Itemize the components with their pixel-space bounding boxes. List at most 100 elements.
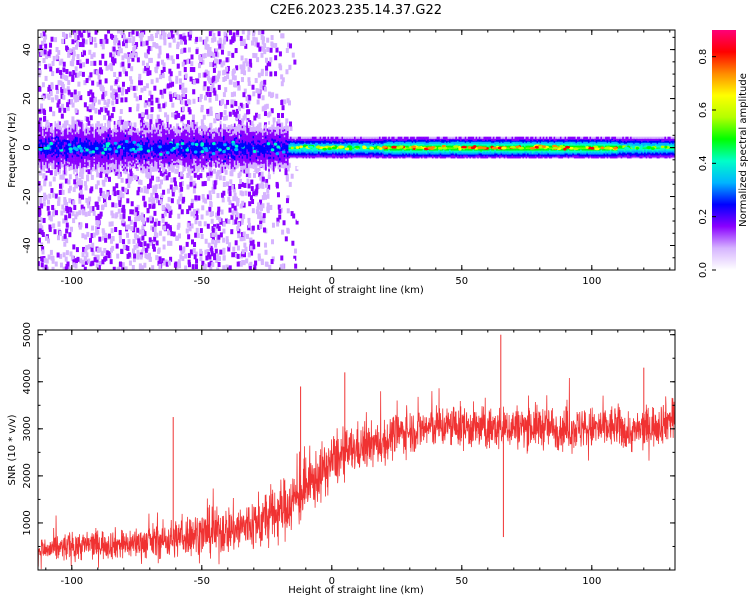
spectrogram-cell: [179, 147, 181, 151]
spectrogram-cell: [212, 134, 214, 138]
spectrogram-cell: [66, 135, 69, 139]
spectrogram-cell: [236, 30, 240, 35]
spectrogram-cell: [222, 181, 226, 187]
spectrogram-cell: [182, 134, 185, 138]
spectrogram-cell: [190, 123, 192, 128]
spectrogram-cell: [93, 257, 97, 263]
spectrogram-cell: [105, 167, 109, 173]
spectrogram-cell: [73, 153, 75, 157]
spectrogram-cell: [80, 138, 83, 143]
spectrogram-cell: [206, 75, 210, 81]
spectrogram-cell: [41, 136, 44, 140]
spectrogram-cell: [146, 65, 150, 71]
spectrogram-cell: [148, 128, 150, 132]
spectrogram-cell: [190, 155, 192, 160]
spectrogram-cell: [169, 160, 172, 165]
spectrogram-cell: [296, 217, 299, 221]
spectrogram-cell: [157, 137, 160, 141]
spectrogram-cell: [136, 57, 140, 63]
spectrogram-cell: [180, 157, 183, 161]
spectrogram-cell: [41, 142, 44, 146]
spectrogram-cell: [51, 165, 54, 170]
spectrogram-cell: [210, 163, 213, 168]
spectrogram-cell: [140, 122, 142, 127]
spectrogram-cell: [134, 164, 136, 168]
spectrogram-cell: [117, 173, 121, 179]
spectrogram-cell: [82, 152, 85, 156]
spectrogram-cell: [64, 170, 68, 176]
spectrogram-cell: [162, 152, 164, 157]
spectrogram-cell: [133, 233, 137, 239]
spectrogram-cell: [250, 250, 254, 256]
spectrogram-cell: [179, 154, 181, 157]
spectrogram-cell: [91, 161, 94, 165]
spectrogram-cell: [110, 66, 114, 72]
spectrogram-cell: [129, 141, 132, 146]
spectrogram-cell: [68, 135, 71, 139]
spectrogram-cell: [180, 151, 183, 154]
spectrogram-cell: [52, 129, 55, 133]
spectrogram-cell: [169, 165, 172, 169]
spectrogram-cell: [115, 137, 117, 141]
spectrogram-cell: [93, 131, 96, 135]
spectrogram-cell: [266, 202, 270, 208]
spectrogram-cell: [289, 126, 293, 132]
spectrogram-cell: [148, 144, 150, 148]
spectrogram-cell: [262, 192, 266, 198]
spectrogram-cell: [44, 64, 48, 70]
spectrogram-cell: [41, 165, 45, 171]
spectrogram-cell: [73, 130, 75, 135]
spectrogram-cell: [168, 154, 171, 158]
spectrogram-cell: [63, 153, 66, 157]
spectrogram-cell: [183, 39, 187, 45]
spectrogram-cell: [95, 139, 97, 143]
spectrogram-cell: [350, 81, 353, 85]
spectrogram-cell: [162, 157, 164, 162]
spectrogram-cell: [228, 111, 232, 117]
spectrogram-cell: [137, 130, 139, 134]
spectrogram-cell: [99, 187, 103, 193]
spectrogram-cell: [216, 132, 219, 136]
spectrogram-cell: [234, 208, 238, 214]
spectrogram-cell: [95, 132, 97, 136]
spectrogram-cell: [144, 126, 147, 131]
spectrogram-cell: [146, 208, 150, 214]
spectrogram-cell: [194, 130, 197, 134]
spectrogram-cell: [54, 94, 58, 100]
spectrogram-cell: [210, 218, 214, 224]
spectrogram-cell: [180, 159, 183, 163]
spectrogram-cell: [213, 132, 216, 136]
spectrogram-cell: [146, 217, 150, 223]
spectrogram-cell: [127, 156, 130, 160]
spectrogram-cell: [194, 157, 197, 161]
spectrogram-cell: [154, 144, 156, 148]
spectrogram-cell: [79, 154, 82, 159]
spectrogram-cell: [216, 153, 219, 157]
spectrogram-cell: [77, 151, 80, 155]
spectrogram-cell: [475, 254, 478, 258]
spectrogram-cell: [138, 127, 141, 131]
spectrogram-cell: [182, 145, 185, 150]
spectrogram-cell: [52, 208, 56, 214]
spectrogram-cell: [143, 141, 146, 145]
spectrogram-cell: [124, 97, 128, 103]
spectrogram-cell: [66, 162, 69, 166]
spectrogram-cell: [87, 30, 91, 34]
spectrogram-cell: [239, 178, 243, 184]
spectrogram-cell: [215, 147, 217, 151]
spectrogram-cell: [153, 236, 157, 242]
spectrogram-cell: [212, 67, 216, 73]
spectrogram-cell: [146, 121, 149, 126]
spectrogram-cell: [180, 160, 183, 164]
spectrogram-cell: [166, 114, 170, 120]
spectrogram-cell: [174, 135, 177, 139]
spectrogram-cell: [132, 142, 135, 146]
spectrogram-cell: [95, 263, 99, 269]
spectrogram-cell: [219, 153, 222, 157]
spectrogram-cell: [190, 165, 192, 169]
spectrogram-cell: [89, 39, 93, 45]
spectrogram-cell: [293, 59, 297, 65]
spectrogram-cell: [102, 153, 105, 158]
spectrogram-cell: [127, 144, 130, 148]
spectrogram-cell: [123, 157, 125, 162]
